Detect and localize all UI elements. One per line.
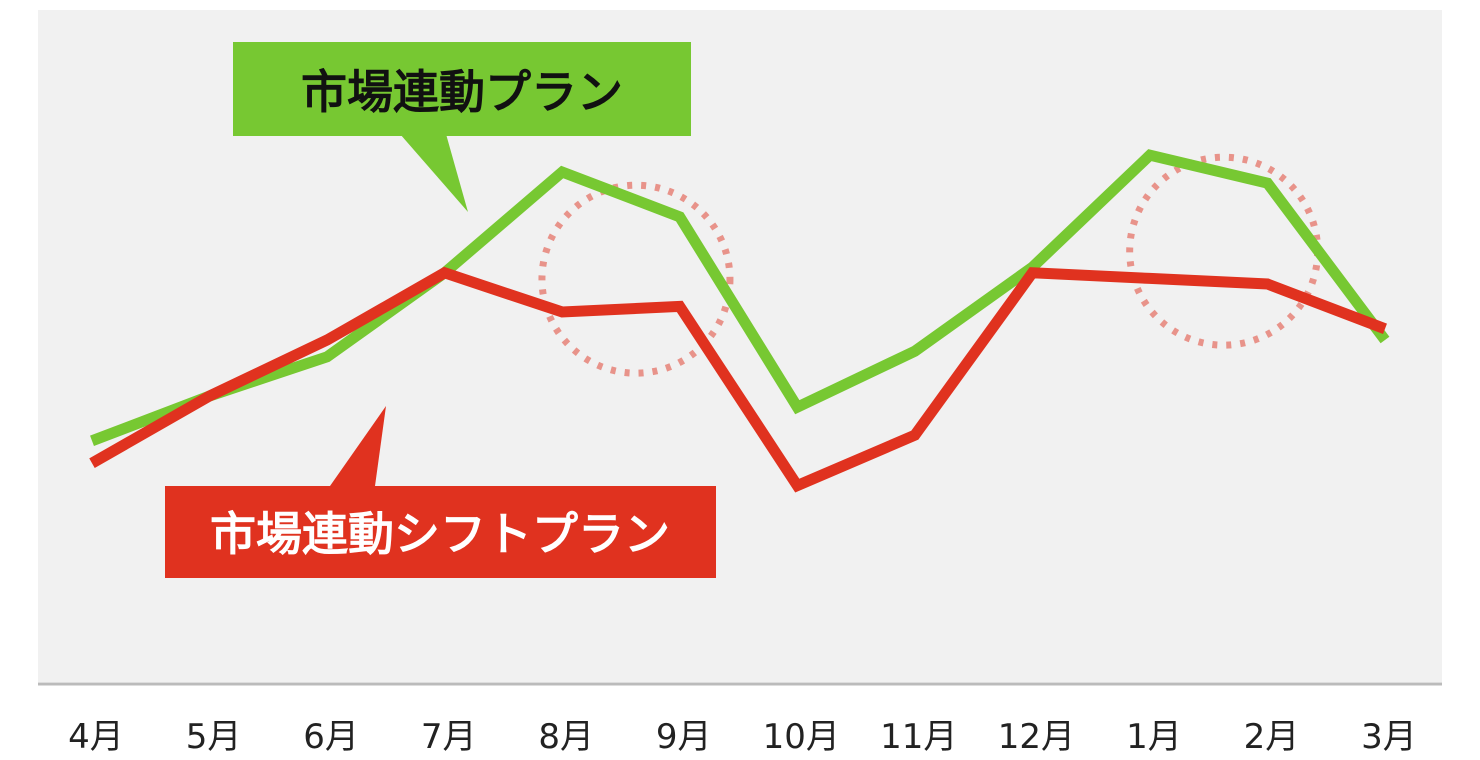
callout-market-linked-shift-label: 市場連動シフトプラン (210, 507, 670, 561)
x-tick-label: 10月 (763, 717, 840, 757)
x-tick-label: 3月 (1361, 717, 1417, 757)
x-tick-label: 6月 (303, 717, 359, 757)
series-line-market-linked (90, 149, 1390, 446)
x-tick-label: 9月 (656, 717, 712, 757)
callout-market-linked-shift-pointer (330, 406, 386, 486)
x-tick-label: 1月 (1126, 717, 1182, 757)
callout-market-linked-box (233, 42, 691, 136)
callout-market-linked-label: 市場連動プラン (301, 65, 623, 119)
series-layer (89, 149, 1390, 493)
callout-market-linked-shift-box (165, 486, 716, 578)
x-tick-labels: 4月 5月 6月 7月 8月 9月 10月 11月 12月 1月 2月 3月 (68, 717, 1417, 757)
x-tick-label: 8月 (538, 717, 594, 757)
callout-market-linked: 市場連動プラン (233, 42, 691, 212)
x-tick-label: 7月 (421, 717, 477, 757)
x-tick-label: 12月 (998, 717, 1075, 757)
x-tick-label: 11月 (880, 717, 957, 757)
x-tick-label: 5月 (186, 717, 242, 757)
highlight-circle-1 (538, 181, 734, 377)
series-line-market-linked-shift (89, 266, 1387, 493)
x-tick-label: 2月 (1244, 717, 1300, 757)
x-tick-label: 4月 (68, 717, 124, 757)
callout-market-linked-shift: 市場連動シフトプラン (165, 406, 716, 578)
callout-market-linked-pointer (400, 134, 468, 212)
